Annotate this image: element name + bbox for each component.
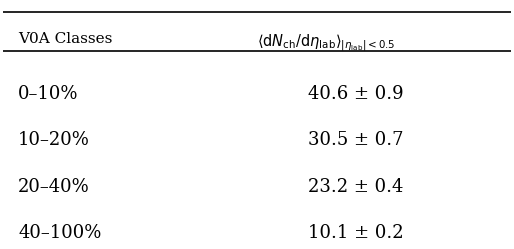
Text: V0A Classes: V0A Classes — [18, 32, 113, 46]
Text: 10–20%: 10–20% — [18, 131, 90, 149]
Text: 40–100%: 40–100% — [18, 224, 101, 242]
Text: 40.6 ± 0.9: 40.6 ± 0.9 — [308, 85, 403, 103]
Text: 10.1 ± 0.2: 10.1 ± 0.2 — [308, 224, 403, 242]
Text: 30.5 ± 0.7: 30.5 ± 0.7 — [308, 131, 403, 149]
Text: 23.2 ± 0.4: 23.2 ± 0.4 — [308, 178, 403, 195]
Text: 20–40%: 20–40% — [18, 178, 90, 195]
Text: $\langle \mathrm{d}N_{\mathrm{ch}}/\mathrm{d}\eta_{\mathrm{lab}}\rangle_{|\eta_{: $\langle \mathrm{d}N_{\mathrm{ch}}/\math… — [257, 32, 395, 53]
Text: 0–10%: 0–10% — [18, 85, 79, 103]
